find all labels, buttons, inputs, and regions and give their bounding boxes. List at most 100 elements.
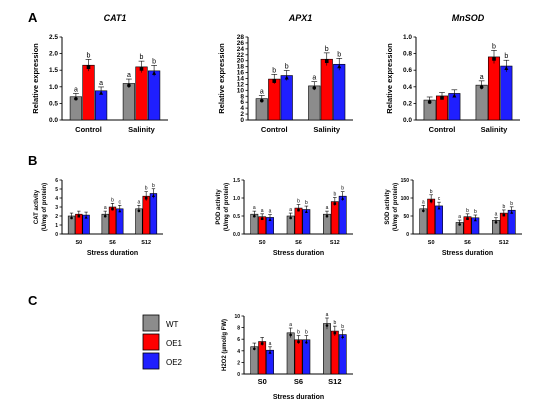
- point-marker: [304, 210, 308, 214]
- bar-oe2: [333, 63, 346, 121]
- point-marker: [289, 333, 292, 337]
- legend: WT OE1 OE2: [142, 314, 183, 370]
- significance-letter: b: [510, 201, 513, 207]
- significance-letter: b: [297, 199, 300, 205]
- bar-oe2: [338, 334, 347, 375]
- x-axis-title: Stress duration: [273, 394, 324, 401]
- significance-letter: a: [495, 212, 498, 218]
- y-tick-label: 4: [55, 196, 58, 202]
- significance-letter: b: [502, 204, 505, 210]
- point-marker: [118, 209, 122, 213]
- y-axis-label-line: SOD activity: [385, 189, 391, 225]
- point-marker: [440, 96, 444, 100]
- significance-letter: a: [289, 207, 292, 213]
- significance-letter: a: [289, 322, 292, 328]
- x-category-label: S12: [328, 377, 341, 386]
- x-category-label: Control: [429, 125, 456, 134]
- bar-wt: [250, 346, 259, 375]
- y-tick-label: 10: [237, 87, 245, 94]
- significance-letter: b: [430, 189, 433, 195]
- y-tick-label: 2.5: [49, 34, 58, 41]
- y-tick-label: 28: [237, 34, 245, 41]
- significance-letter: b: [111, 197, 114, 203]
- bar-wt: [323, 323, 331, 375]
- significance-letter: c: [119, 199, 122, 205]
- bar-oe2: [338, 195, 347, 235]
- chart-title: APX1: [288, 13, 313, 23]
- significance-letter: b: [341, 324, 344, 330]
- point-marker: [284, 75, 289, 80]
- y-tick-label: 6: [237, 337, 240, 343]
- bar-oe2: [149, 193, 158, 235]
- y-tick-label: 0.0: [49, 117, 58, 124]
- point-marker: [151, 194, 155, 197]
- point-marker: [341, 335, 345, 339]
- y-tick-label: 12: [237, 81, 245, 88]
- x-category-label: S12: [330, 240, 340, 246]
- y-axis-label: Relative expression: [385, 43, 394, 114]
- y-tick-label: 2.0: [49, 51, 58, 58]
- significance-letter: b: [337, 51, 341, 58]
- bar-oe1: [330, 201, 339, 235]
- significance-letter: b: [492, 43, 496, 50]
- y-axis-label-line: (U/mg of protein): [42, 183, 48, 231]
- significance-letter: b: [474, 209, 477, 215]
- y-tick-label: 100: [401, 196, 410, 202]
- point-marker: [473, 218, 477, 222]
- significance-letter: a: [269, 209, 272, 215]
- legend-swatch-oe1: [142, 333, 160, 351]
- y-axis-label: POD activity (U/mg of protein): [216, 183, 230, 231]
- point-marker: [325, 214, 329, 218]
- point-marker: [337, 64, 342, 69]
- y-tick-label: 3: [55, 205, 58, 211]
- point-marker: [427, 100, 432, 104]
- y-tick-label: 0: [237, 372, 240, 378]
- bar-oe2: [507, 209, 516, 235]
- y-tick-label: 1.0: [233, 196, 240, 202]
- significance-letter: a: [326, 312, 329, 318]
- point-marker: [74, 96, 78, 101]
- y-tick-label: 6: [55, 178, 58, 184]
- significance-letter: a: [99, 80, 103, 87]
- y-tick-label: 1.0: [403, 34, 412, 41]
- y-tick-label: 1: [55, 223, 58, 229]
- bar-oe2: [302, 339, 311, 375]
- x-category-label: Salinity: [481, 125, 509, 134]
- x-category-label: Salinity: [313, 125, 341, 134]
- y-axis-label-line: (U/mg of protein): [224, 183, 230, 231]
- y-axis-label-line: POD activity: [216, 189, 222, 225]
- significance-letter: a: [74, 86, 78, 93]
- point-marker: [152, 70, 157, 75]
- y-tick-label: 8: [240, 93, 244, 100]
- bar-oe1: [258, 341, 267, 375]
- x-category-label: S0: [258, 377, 267, 386]
- y-tick-label: 2: [240, 111, 244, 118]
- x-axis-title: Stress duration: [87, 250, 138, 257]
- x-category-label: S0: [75, 240, 82, 246]
- bar-wt: [419, 208, 428, 235]
- significance-letter: a: [269, 341, 272, 347]
- significance-letter: a: [422, 199, 425, 205]
- point-marker: [99, 90, 104, 95]
- significance-letter: a: [458, 214, 461, 220]
- x-category-label: S6: [109, 240, 116, 246]
- y-tick-label: 20: [237, 58, 245, 65]
- y-axis-label: SOD activity (U/mg of protein): [385, 183, 399, 231]
- point-marker: [333, 331, 337, 335]
- y-tick-label: 1.0: [49, 84, 58, 91]
- point-marker: [494, 221, 498, 224]
- y-tick-label: 16: [237, 70, 245, 77]
- bar-oe2: [435, 205, 443, 235]
- significance-letter: b: [466, 208, 469, 214]
- legend-label-oe2: OE2: [166, 358, 183, 367]
- point-marker: [437, 206, 441, 210]
- significance-letter: a: [253, 205, 256, 211]
- point-marker: [492, 57, 496, 61]
- bar-oe1: [82, 64, 95, 121]
- x-category-label: Control: [261, 125, 288, 134]
- point-marker: [253, 214, 256, 218]
- point-marker: [297, 340, 300, 344]
- y-tick-label: 0.5: [233, 214, 240, 220]
